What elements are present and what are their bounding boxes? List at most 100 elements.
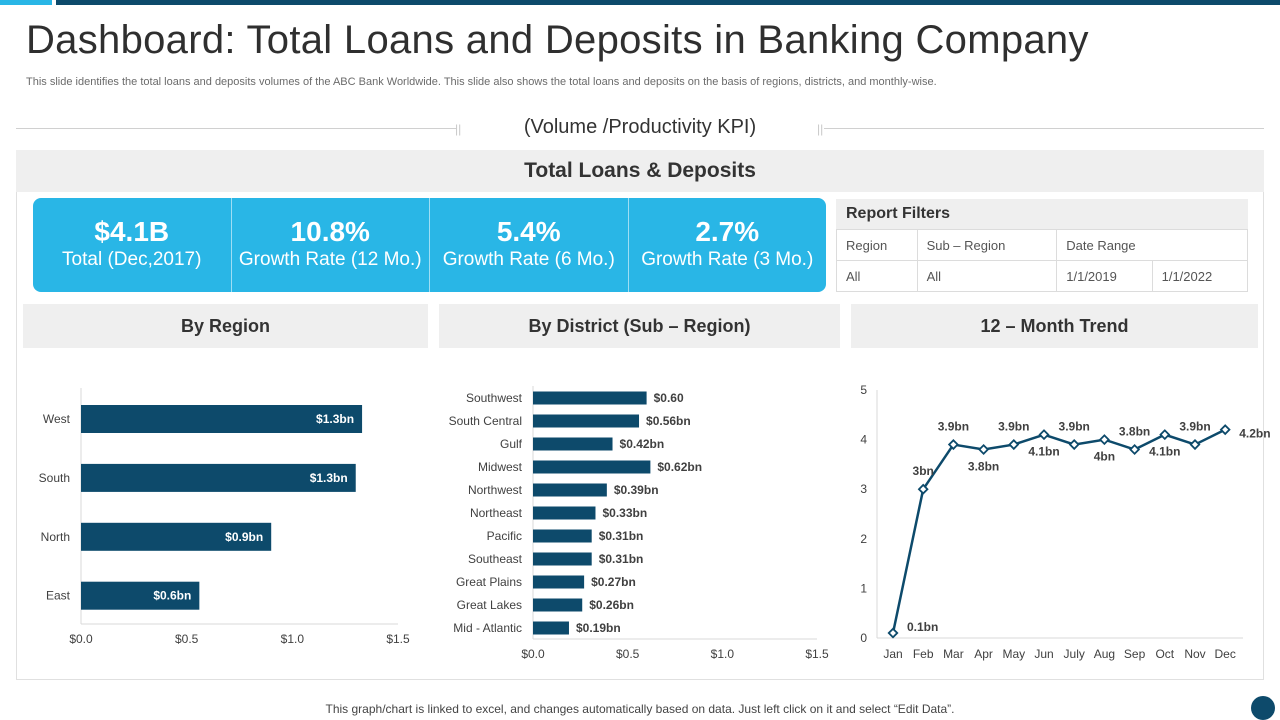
bar [533,598,583,612]
kpi-label: Growth Rate (12 Mo.) [238,249,422,270]
x-tick-label: Mar [943,647,964,661]
kpi-growth-6mo: 5.4% Growth Rate (6 Mo.) [430,198,629,292]
y-tick-label: 4 [860,433,867,447]
category-label: Great Plains [456,575,522,589]
data-label: $0.62bn [657,460,702,474]
data-label: 3.8bn [968,460,999,474]
district-chart-title: By District (Sub – Region) [439,304,840,348]
x-tick-label: $0.5 [175,632,199,646]
data-label: 4.1bn [1028,445,1059,459]
filter-value-region[interactable]: All [836,260,918,292]
x-tick-label: $1.0 [711,647,735,661]
data-point [1008,439,1020,451]
data-label: $0.39bn [614,483,659,497]
bar [81,581,200,610]
y-tick-label: 3 [860,482,867,496]
top-accent-bar [0,0,52,5]
data-label: 3.8bn [1119,425,1150,439]
x-tick-label: $1.5 [386,632,410,646]
bar [533,621,569,635]
data-label: $0.33bn [602,506,647,520]
filter-value-subregion[interactable]: All [916,260,1058,292]
divider-right [824,128,1264,129]
bar [533,391,647,405]
y-tick-label: 2 [860,532,867,546]
kpi-label: Total (Dec,2017) [62,249,202,270]
kpi-value: 2.7% [695,216,760,247]
data-label: $1.3bn [316,412,354,426]
corner-dot [1251,696,1275,720]
x-tick-label: Dec [1215,647,1236,661]
data-point [1189,439,1201,451]
category-label: West [43,412,71,426]
data-point [1038,429,1050,441]
bar [533,460,651,474]
y-tick-label: 1 [860,581,867,595]
data-label: 3.9bn [938,420,969,434]
category-label: East [46,589,71,603]
page-title: Dashboard: Total Loans and Deposits in B… [26,18,1089,62]
x-tick-label: Jun [1034,647,1053,661]
kpi-label: Growth Rate (3 Mo.) [641,249,814,270]
x-tick-label: Feb [913,647,934,661]
x-tick-label: $0.0 [69,632,93,646]
data-point [978,444,990,456]
x-tick-label: $0.5 [616,647,640,661]
footer-note: This graph/chart is linked to excel, and… [325,702,955,716]
data-label: $0.19bn [576,621,621,635]
y-tick-label: 0 [860,631,867,645]
bar [81,405,363,433]
kpi-heading: (Volume /Productivity KPI) [523,116,757,138]
data-point [1068,439,1080,451]
x-tick-label: Sep [1124,647,1146,661]
trend-chart-title: 12 – Month Trend [851,304,1258,348]
data-label: $0.60 [654,391,684,405]
data-point [1129,444,1141,456]
bar [81,463,356,492]
x-tick-label: $1.5 [805,647,829,661]
divider-left-mark: || [455,122,462,136]
category-label: Midwest [478,460,523,474]
kpi-label: Growth Rate (6 Mo.) [442,249,615,270]
data-label: $1.3bn [310,471,348,485]
bar [81,522,272,551]
bar [533,506,596,520]
data-label: 3bn [913,464,934,478]
bar [533,552,592,566]
data-label: 3.9bn [1179,420,1210,434]
x-tick-label: July [1064,647,1085,661]
bar [533,575,585,589]
data-point [947,439,959,451]
region-chart-title: By Region [23,304,428,348]
filter-value-date-start[interactable]: 1/1/2019 [1056,260,1153,292]
x-tick-label: May [1002,647,1025,661]
filter-value-date-end[interactable]: 1/1/2022 [1151,260,1249,292]
kpi-total: $4.1B Total (Dec,2017) [33,198,232,292]
data-point [1219,424,1231,436]
category-label: South [39,471,70,485]
page-subtitle: This slide identifies the total loans an… [26,76,937,88]
bar [533,529,592,543]
category-label: Southeast [468,552,523,566]
data-point [1098,434,1110,446]
data-label: 0.1bn [907,620,938,634]
category-label: Gulf [500,437,523,451]
data-label: 3.9bn [998,420,1029,434]
kpi-growth-3mo: 2.7% Growth Rate (3 Mo.) [629,198,827,292]
filter-header-region: Region [836,229,918,261]
category-label: Southwest [466,391,523,405]
data-point [917,483,929,495]
data-label: $0.27bn [591,575,636,589]
x-tick-label: Jan [883,647,902,661]
kpi-value: 10.8% [290,216,370,247]
category-label: Northwest [468,483,523,497]
data-label: 4.1bn [1149,445,1180,459]
data-label: $0.6bn [153,589,191,603]
kpi-value: 5.4% [496,216,561,247]
category-label: North [41,530,70,544]
x-tick-label: $0.0 [521,647,545,661]
divider-right-mark: || [817,122,824,136]
